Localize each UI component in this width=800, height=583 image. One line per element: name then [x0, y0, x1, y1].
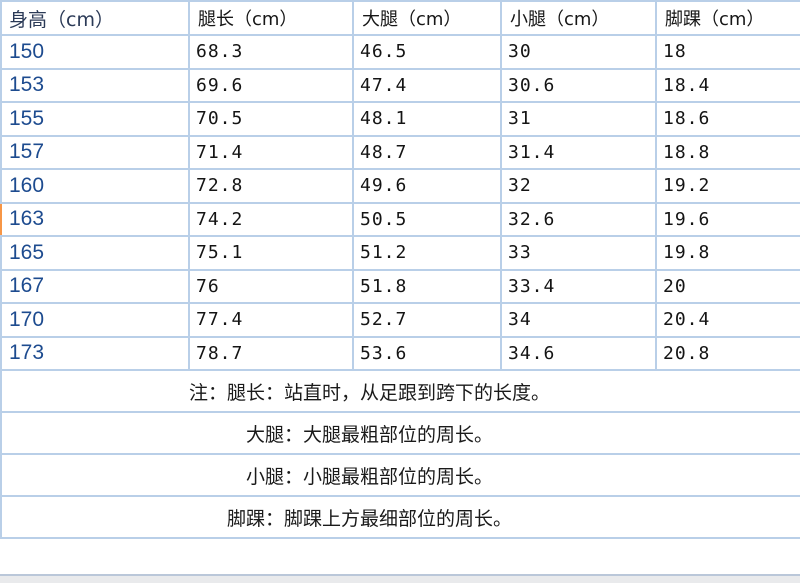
cell-thigh: 52.7 — [352, 302, 502, 338]
cell-thigh: 49.6 — [352, 168, 502, 204]
cell-thigh: 53.6 — [352, 335, 502, 371]
cell-calf: 31 — [500, 101, 657, 137]
cell-calf: 33 — [500, 235, 657, 271]
cell-ankle: 18 — [655, 34, 800, 70]
cell-thigh: 51.2 — [352, 235, 502, 271]
cell-ankle: 19.2 — [655, 168, 800, 204]
table-row: 153 69.6 47.4 30.6 18.4 — [0, 67, 800, 103]
cell-height: 173 — [0, 335, 190, 371]
note-thigh: 大腿：大腿最粗部位的周长。 — [0, 411, 800, 455]
note-row: 注：腿长：站直时，从足跟到跨下的长度。 — [0, 369, 800, 413]
cell-ankle: 19.6 — [655, 201, 800, 237]
cell-height: 167 — [0, 268, 190, 304]
cell-height: 153 — [0, 67, 190, 103]
cell-ankle: 18.8 — [655, 134, 800, 170]
cell-height: 150 — [0, 34, 190, 70]
cell-leg-length: 72.8 — [188, 168, 354, 204]
note-row: 脚踝：脚踝上方最细部位的周长。 — [0, 495, 800, 539]
cell-ankle: 19.8 — [655, 235, 800, 271]
cell-thigh: 46.5 — [352, 34, 502, 70]
cell-height: 155 — [0, 101, 190, 137]
cell-calf: 33.4 — [500, 268, 657, 304]
cell-calf: 34 — [500, 302, 657, 338]
cell-thigh: 48.1 — [352, 101, 502, 137]
cell-thigh: 48.7 — [352, 134, 502, 170]
cell-calf: 30.6 — [500, 67, 657, 103]
table-row: 150 68.3 46.5 30 18 — [0, 34, 800, 70]
note-row: 小腿：小腿最粗部位的周长。 — [0, 453, 800, 497]
cell-ankle: 18.4 — [655, 67, 800, 103]
cell-leg-length: 68.3 — [188, 34, 354, 70]
header-calf: 小腿（cm） — [500, 0, 657, 36]
page-bottom-divider — [0, 574, 800, 583]
cell-calf: 34.6 — [500, 335, 657, 371]
header-row: 身高（cm） 腿长（cm） 大腿（cm） 小腿（cm） 脚踝（cm） — [0, 0, 800, 36]
note-ankle: 脚踝：脚踝上方最细部位的周长。 — [0, 495, 800, 539]
cell-height: 165 — [0, 235, 190, 271]
cell-leg-length: 78.7 — [188, 335, 354, 371]
table-row: 167 76 51.8 33.4 20 — [0, 268, 800, 304]
cell-thigh: 51.8 — [352, 268, 502, 304]
cell-thigh: 50.5 — [352, 201, 502, 237]
cell-calf: 30 — [500, 34, 657, 70]
cell-leg-length: 77.4 — [188, 302, 354, 338]
header-leg-length: 腿长（cm） — [188, 0, 354, 36]
table-row: 157 71.4 48.7 31.4 18.8 — [0, 134, 800, 170]
cell-ankle: 20.4 — [655, 302, 800, 338]
table-row: 155 70.5 48.1 31 18.6 — [0, 101, 800, 137]
note-leg-length: 注：腿长：站直时，从足跟到跨下的长度。 — [0, 369, 800, 413]
table-row: 170 77.4 52.7 34 20.4 — [0, 302, 800, 338]
cell-thigh: 47.4 — [352, 67, 502, 103]
cell-calf: 31.4 — [500, 134, 657, 170]
header-height: 身高（cm） — [0, 0, 190, 36]
cell-height: 163 — [0, 201, 190, 237]
cell-height: 157 — [0, 134, 190, 170]
cell-leg-length: 70.5 — [188, 101, 354, 137]
cell-calf: 32 — [500, 168, 657, 204]
header-thigh: 大腿（cm） — [352, 0, 502, 36]
cell-leg-length: 74.2 — [188, 201, 354, 237]
cell-ankle: 20.8 — [655, 335, 800, 371]
cell-leg-length: 69.6 — [188, 67, 354, 103]
header-ankle: 脚踝（cm） — [655, 0, 800, 36]
cell-ankle: 20 — [655, 268, 800, 304]
table-row: 173 78.7 53.6 34.6 20.8 — [0, 335, 800, 371]
table-row: 165 75.1 51.2 33 19.8 — [0, 235, 800, 271]
cell-height: 160 — [0, 168, 190, 204]
note-row: 大腿：大腿最粗部位的周长。 — [0, 411, 800, 455]
table-row-highlighted: 163 74.2 50.5 32.6 19.6 — [0, 201, 800, 237]
table-row: 160 72.8 49.6 32 19.2 — [0, 168, 800, 204]
note-calf: 小腿：小腿最粗部位的周长。 — [0, 453, 800, 497]
cell-leg-length: 71.4 — [188, 134, 354, 170]
cell-leg-length: 75.1 — [188, 235, 354, 271]
cell-ankle: 18.6 — [655, 101, 800, 137]
cell-leg-length: 76 — [188, 268, 354, 304]
leg-measurement-table: 身高（cm） 腿长（cm） 大腿（cm） 小腿（cm） 脚踝（cm） 150 6… — [0, 0, 800, 539]
cell-calf: 32.6 — [500, 201, 657, 237]
cell-height: 170 — [0, 302, 190, 338]
